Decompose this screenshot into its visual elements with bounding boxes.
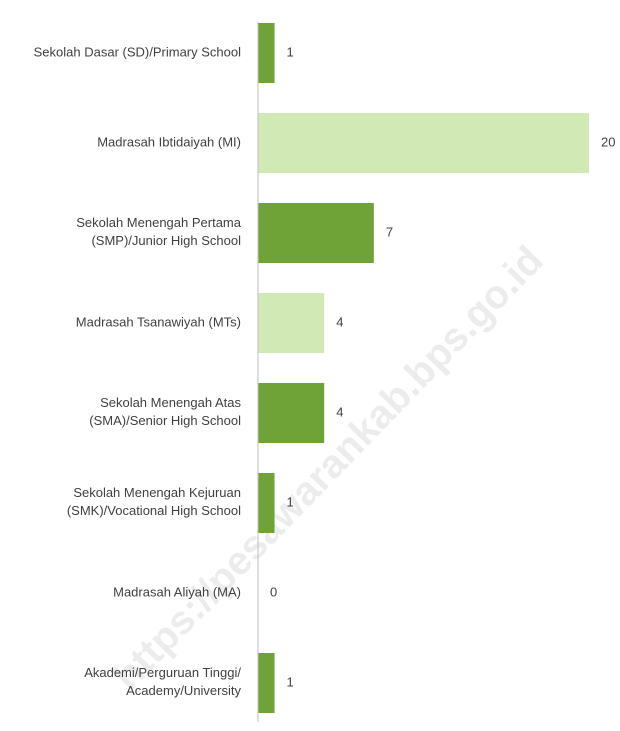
bar: [258, 653, 275, 713]
category-label: Madrasah Tsanawiyah (MTs): [76, 314, 241, 329]
value-label: 1: [287, 44, 294, 59]
bar: [258, 113, 589, 173]
value-label: 1: [287, 494, 294, 509]
value-label: 7: [386, 224, 393, 239]
value-label: 4: [336, 404, 343, 419]
category-label: Madrasah Aliyah (MA): [113, 584, 241, 599]
category-label: Sekolah Dasar (SD)/Primary School: [34, 44, 241, 59]
category-label: Sekolah Menengah Pertama (SMP)/Junior Hig…: [76, 215, 242, 248]
watermark: https://pesawarankab.bps.go.id: [105, 238, 552, 699]
value-label: 1: [287, 674, 294, 689]
category-label: Sekolah Menengah Atas (SMA)/Senior High S…: [89, 395, 241, 428]
category-label: Akademi/Perguruan Tinggi/Academy/Univers…: [84, 665, 241, 698]
value-label: 0: [270, 584, 277, 599]
bar: [258, 473, 275, 533]
bar: [258, 203, 374, 263]
category-label: Madrasah Ibtidaiyah (MI): [97, 134, 241, 149]
category-label: Sekolah Menengah Kejuruan (SMK)/Vocationa…: [67, 485, 241, 518]
value-label: 4: [336, 314, 343, 329]
bar: [258, 293, 325, 353]
bar: [258, 383, 325, 443]
value-label: 20: [601, 134, 615, 149]
bar: [258, 23, 275, 83]
